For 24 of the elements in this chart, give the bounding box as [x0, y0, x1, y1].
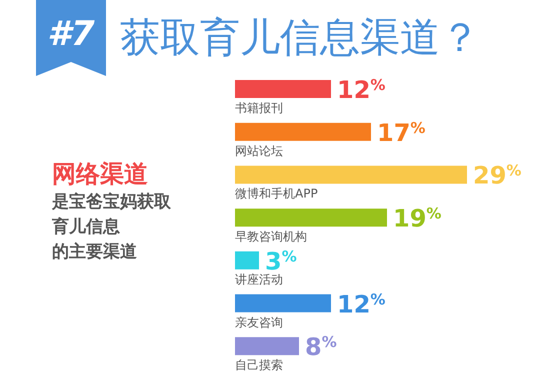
- text: 育儿信息: [52, 216, 120, 238]
- y-tick-label: 自己摸索: [235, 358, 283, 372]
- data-label: 17%: [377, 118, 426, 147]
- bar: [235, 251, 259, 270]
- y-tick-label: 网站论坛: [235, 144, 283, 158]
- data-label: 19%: [393, 204, 442, 233]
- data-label: 8%: [305, 333, 337, 362]
- text: 网络渠道: [52, 159, 148, 190]
- data-label: 12%: [337, 290, 386, 318]
- y-tick-label: 微博和手机APP: [235, 186, 318, 201]
- bar: [235, 337, 299, 356]
- bar: [235, 80, 331, 98]
- y-tick-label: 早教咨询机构: [235, 230, 307, 244]
- bar: [235, 166, 467, 184]
- data-label: 29%: [473, 162, 522, 190]
- data-label: 12%: [337, 76, 386, 104]
- chart-title: #7 获取育儿信息渠道？: [46, 13, 480, 63]
- bar: [235, 208, 387, 227]
- y-tick-label: 亲友咨询: [235, 315, 283, 330]
- text: 是宝爸宝妈获取: [52, 191, 171, 213]
- text: 的主要渠道: [52, 241, 137, 263]
- bar: [235, 294, 331, 312]
- y-tick-label: 书籍报刊: [235, 101, 283, 115]
- bar: [235, 122, 371, 141]
